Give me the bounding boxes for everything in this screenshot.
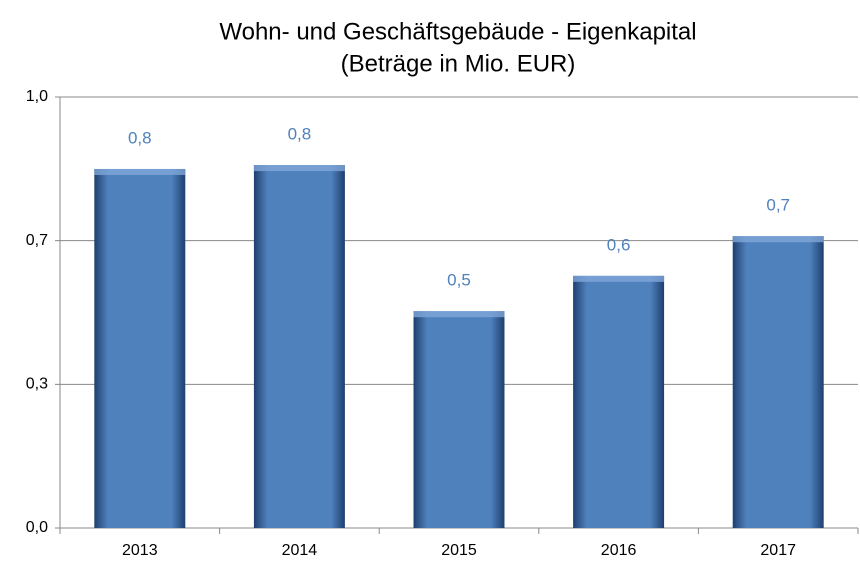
y-tick-label: 0,0 [26,519,48,536]
bar-top [253,165,345,172]
bar-top [413,311,505,318]
x-tick-label: 2014 [282,542,318,559]
value-label: 0,6 [607,235,631,254]
y-tick-label: 1,0 [26,88,48,105]
x-tick-label: 2017 [760,542,796,559]
bar [94,168,186,529]
y-tick-label: 0,7 [26,232,48,249]
value-label: 0,8 [128,128,152,147]
bar [253,165,345,528]
bar-top [94,168,186,175]
x-tick-label: 2015 [441,542,477,559]
chart-subtitle: (Beträge in Mio. EUR) [341,50,576,77]
x-tick-label: 2013 [122,542,158,559]
y-tick-label: 0,3 [26,376,48,393]
bar-top [573,275,665,282]
bar [732,236,824,528]
value-label: 0,8 [288,125,312,144]
value-label: 0,7 [766,196,790,215]
bar-top [732,236,824,243]
bar [413,311,505,528]
chart-title: Wohn- und Geschäftsgebäude - Eigenkapita… [219,18,696,45]
value-label: 0,5 [447,271,471,290]
x-tick-label: 2016 [601,542,637,559]
bar [573,275,665,528]
